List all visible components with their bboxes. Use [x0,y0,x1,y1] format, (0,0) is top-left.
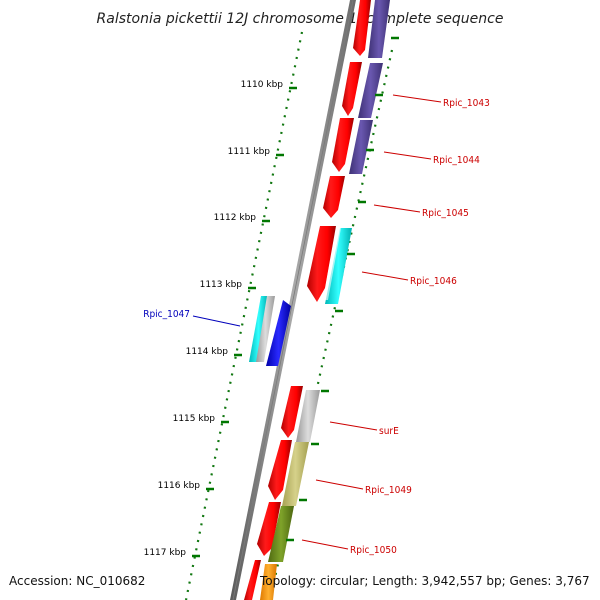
gc-dotted-track-left [184,31,304,600]
backbone-edge [232,0,354,600]
scale-tick-label: 1117 kbp [144,548,187,558]
cog-block-purple [358,63,383,118]
gene-label[interactable]: Rpic_1047 [143,309,190,320]
cds-arrow[interactable] [342,62,362,116]
scale-tick-label: 1116 kbp [158,481,201,491]
map-title: Ralstonia pickettii 12J chromosome 1, co… [97,11,504,27]
cog-block-cyan-edge [323,228,341,300]
gene-label-leader [392,94,442,103]
gene-label-leader [301,539,349,550]
gene-label[interactable]: Rpic_1046 [410,276,457,287]
scale-ticks [192,86,297,558]
cds-arrow[interactable] [244,560,261,600]
cog-block-cyan [325,228,352,304]
cds-arrow[interactable] [257,502,281,556]
cog-block-purple [349,120,373,174]
gene-label[interactable]: Rpic_1050 [350,545,397,556]
cds-arrow[interactable] [307,226,336,302]
gene-label-leader [373,204,421,213]
cds-arrow[interactable] [268,440,292,500]
cog-block-cyan [249,296,268,362]
gene-label[interactable]: Rpic_1049 [365,485,412,496]
accession-text: Accession: NC_010682 [9,574,145,588]
cog-block-grey [296,390,320,442]
scale-tick-label: 1110 kbp [241,80,284,90]
gene-label[interactable]: Rpic_1045 [422,208,469,219]
topology-text: Topology: circular; Length: 3,942,557 bp… [259,574,590,588]
gene-label-leader [329,421,378,431]
scale-tick-label: 1114 kbp [186,347,229,357]
cog-block-olive [268,506,294,562]
cog-block-purple [368,0,390,58]
gene-label-leader [361,271,409,281]
cds-arrow[interactable] [332,118,354,172]
cog-block-khaki [282,442,309,506]
gene-label[interactable]: Rpic_1043 [443,98,490,109]
gene-label[interactable]: surE [379,426,399,437]
gene-label-leader [383,151,432,160]
gene-labels: Rpic_1043 Rpic_1044 Rpic_1045 Rpic_1046 Rpic… [143,98,490,556]
cds-arrow[interactable] [353,0,371,56]
gc-track-ticks [286,36,399,542]
gene-label-leader [315,479,364,490]
gene-label[interactable]: Rpic_1044 [433,155,480,166]
cog-block-orange [260,564,277,600]
rpic-1047-arrow[interactable] [266,300,291,366]
cds-arrow[interactable] [323,176,345,218]
gene-features [244,0,390,600]
gene-label-leaders [192,94,442,550]
gene-label-leader [192,315,241,327]
scale-tick-label: 1115 kbp [173,414,216,424]
cog-block-grey [256,296,275,362]
scale-tick-labels: 1110 kbp 1111 kbp 1112 kbp 1113 kbp 1114 kbp… [144,80,284,558]
scale-tick-label: 1112 kbp [214,213,257,223]
cds-arrow[interactable] [281,386,303,438]
scale-tick-label: 1111 kbp [228,147,271,157]
scale-tick-label: 1113 kbp [200,280,243,290]
